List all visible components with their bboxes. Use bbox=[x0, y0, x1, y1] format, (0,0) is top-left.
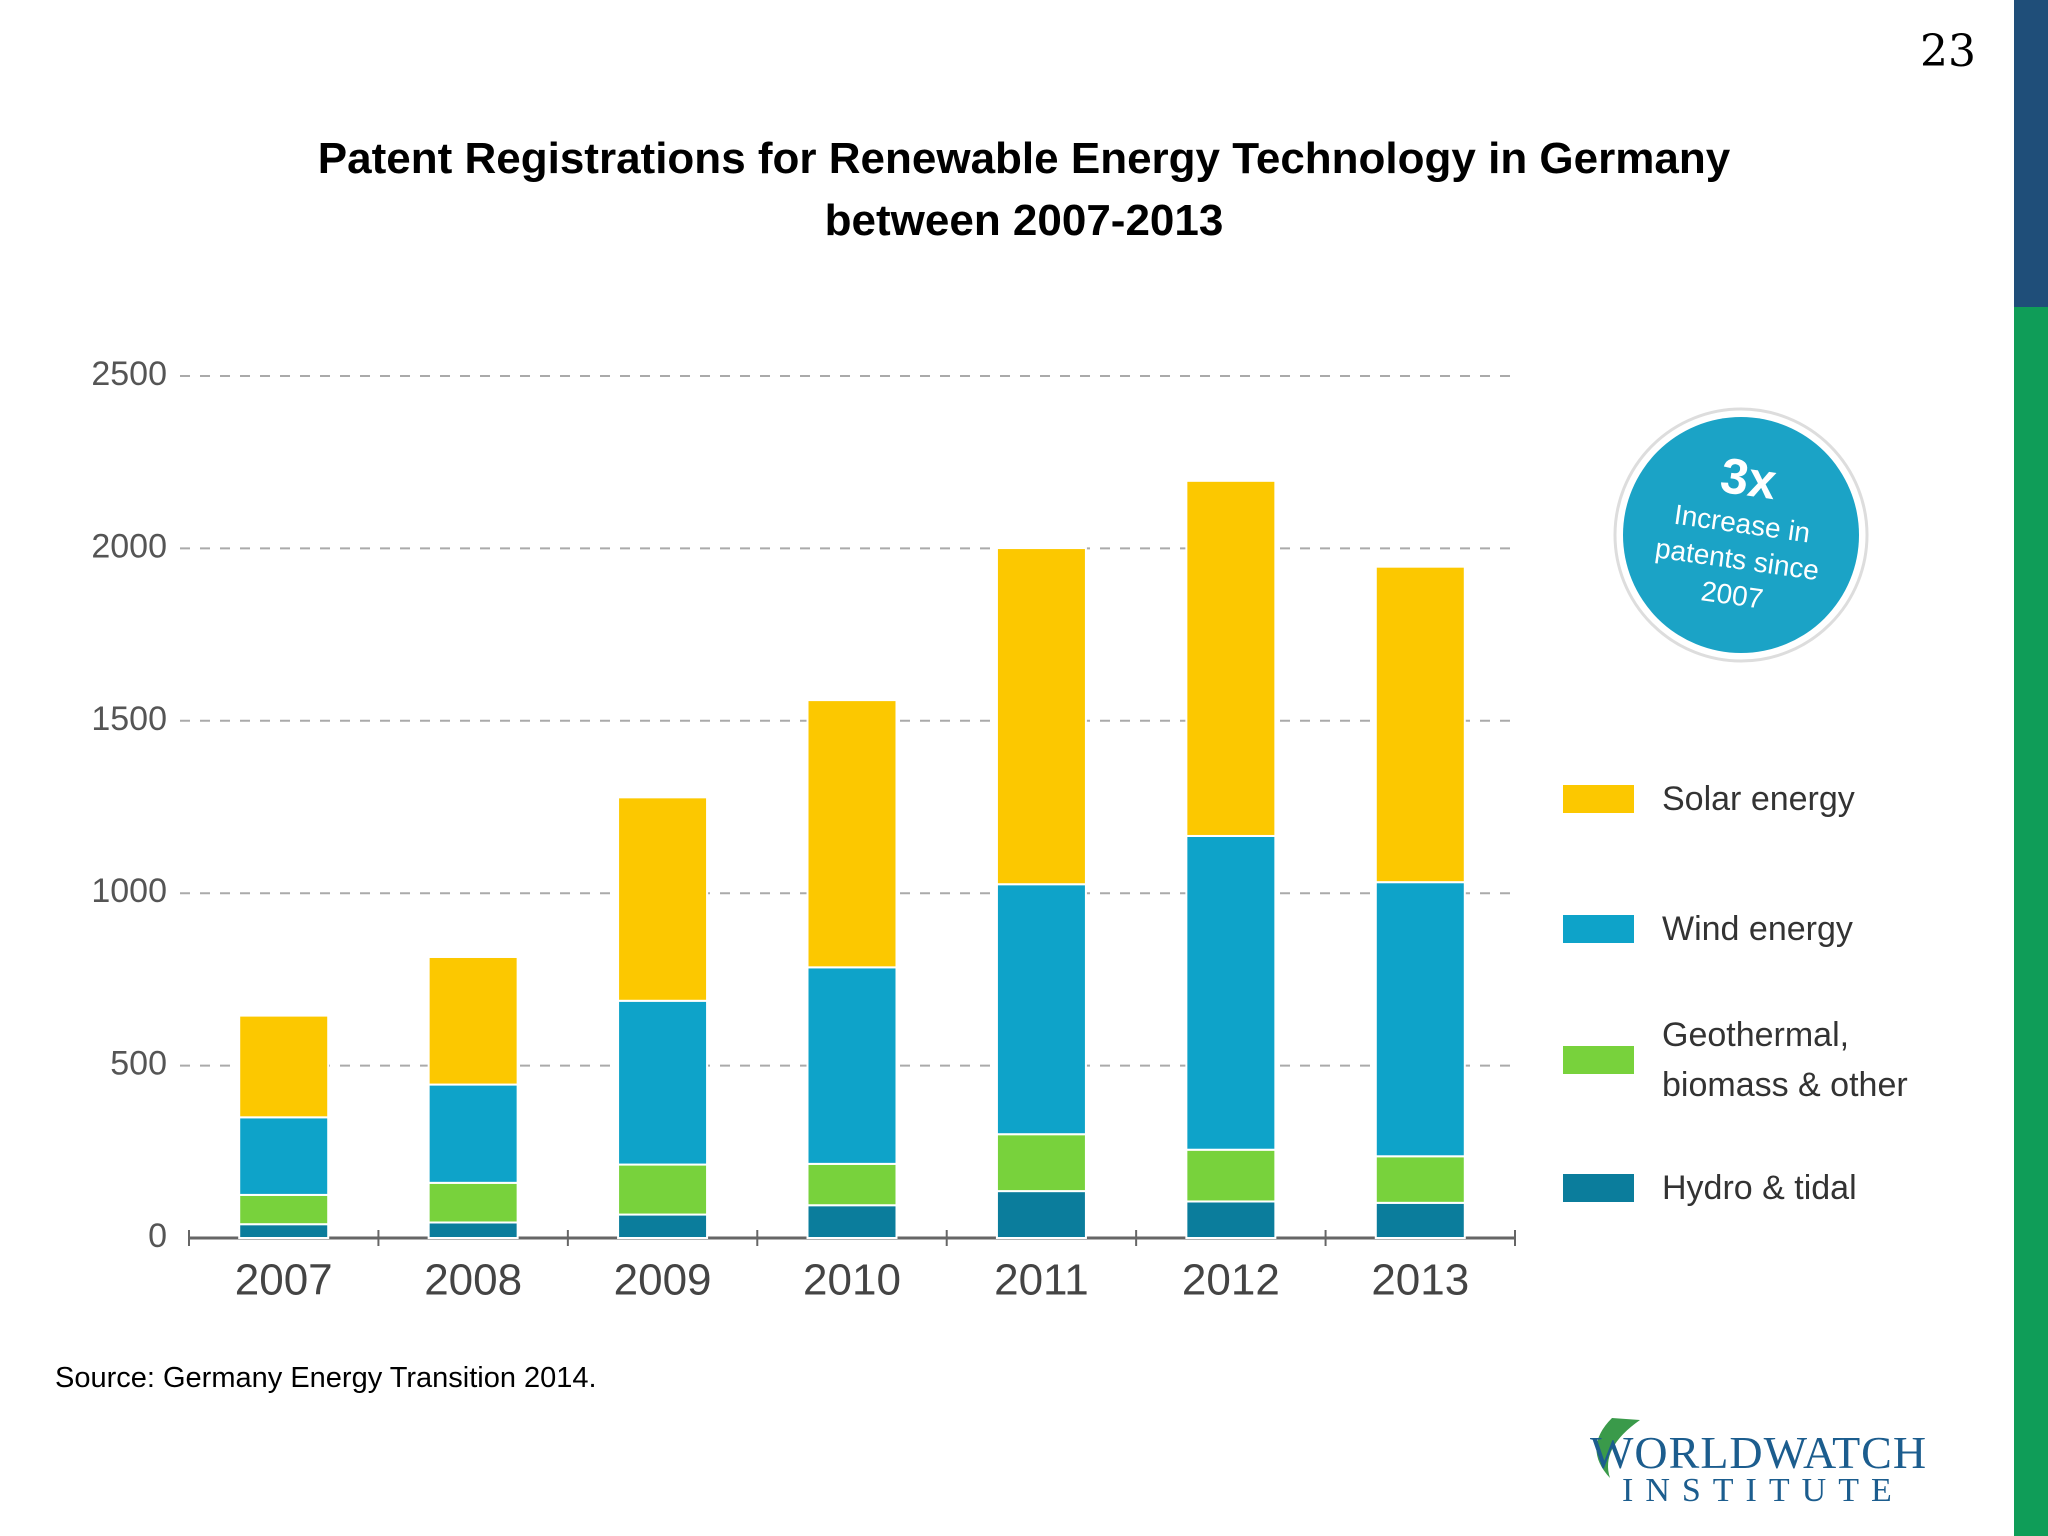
annotation: 3x Increase in patents since 2007 bbox=[1631, 437, 1852, 627]
legend-swatch bbox=[1563, 785, 1634, 813]
bar-segment bbox=[806, 699, 898, 969]
bar-segment bbox=[238, 1193, 330, 1226]
legend-label: Solar energy bbox=[1662, 780, 1855, 818]
bar-segment bbox=[995, 1133, 1087, 1193]
bar-segment bbox=[617, 999, 709, 1166]
y-tick-label: 2000 bbox=[91, 527, 167, 565]
legend-label: Hydro & tidal bbox=[1662, 1169, 1857, 1207]
bar-segment bbox=[1185, 834, 1277, 1151]
x-tick-label: 2010 bbox=[803, 1256, 901, 1305]
bar-segment bbox=[1185, 479, 1277, 837]
legend-swatch bbox=[1563, 1174, 1634, 1202]
bar-segment bbox=[806, 1204, 898, 1240]
page-number: 23 bbox=[1920, 26, 1976, 77]
y-tick-label: 1500 bbox=[91, 700, 167, 738]
logo-swoosh bbox=[1596, 1418, 1640, 1478]
bar-segment bbox=[427, 1221, 519, 1240]
bar-segment bbox=[1374, 1155, 1466, 1204]
bar-segment bbox=[995, 1190, 1087, 1239]
bar-segment bbox=[1374, 881, 1466, 1158]
y-tick-label: 0 bbox=[148, 1217, 167, 1255]
bar-segment bbox=[617, 1213, 709, 1239]
y-tick-label: 500 bbox=[110, 1045, 167, 1083]
x-tick-label: 2012 bbox=[1182, 1256, 1280, 1305]
x-tick-label: 2011 bbox=[994, 1256, 1089, 1305]
x-tick-label: 2008 bbox=[424, 1256, 522, 1305]
side-strip-green bbox=[2014, 307, 2048, 1536]
bar-segment bbox=[238, 1116, 330, 1196]
bar-segment bbox=[238, 1014, 330, 1119]
bar-segment bbox=[806, 966, 898, 1165]
bar-segment bbox=[617, 1163, 709, 1216]
annotation-circle bbox=[1623, 417, 1859, 653]
bar-segment bbox=[806, 1162, 898, 1207]
legend-label: Geothermal, biomass & other bbox=[1662, 1016, 1908, 1104]
side-strip-blue bbox=[2014, 0, 2048, 307]
source-note: Source: Germany Energy Transition 2014. bbox=[55, 1362, 597, 1394]
bar-segment bbox=[995, 547, 1087, 886]
bar-segment bbox=[427, 1083, 519, 1184]
legend-swatch bbox=[1563, 915, 1634, 943]
legend-label: Wind energy bbox=[1662, 910, 1853, 948]
legend-swatch bbox=[1563, 1046, 1634, 1074]
bar-segment bbox=[427, 955, 519, 1086]
y-tick-label: 2500 bbox=[91, 355, 167, 393]
logo-text: WORLDWATCH bbox=[1590, 1427, 1928, 1478]
bar-segment bbox=[1374, 565, 1466, 884]
x-tick-label: 2007 bbox=[235, 1256, 333, 1305]
bar-segment bbox=[1185, 1148, 1277, 1203]
x-tick-label: 2013 bbox=[1371, 1256, 1469, 1305]
x-tick-label: 2009 bbox=[614, 1256, 712, 1305]
bar-segment bbox=[617, 796, 709, 1002]
bar-segment bbox=[995, 883, 1087, 1136]
bar-segment bbox=[1374, 1201, 1466, 1240]
logo-text: INSTITUTE bbox=[1622, 1472, 1904, 1509]
chart-title: Patent Registrations for Renewable Energ… bbox=[317, 134, 1731, 245]
bar-segment bbox=[1185, 1200, 1277, 1239]
bar-segment bbox=[427, 1181, 519, 1224]
bar-segment bbox=[238, 1223, 330, 1240]
y-tick-label: 1000 bbox=[91, 872, 167, 910]
